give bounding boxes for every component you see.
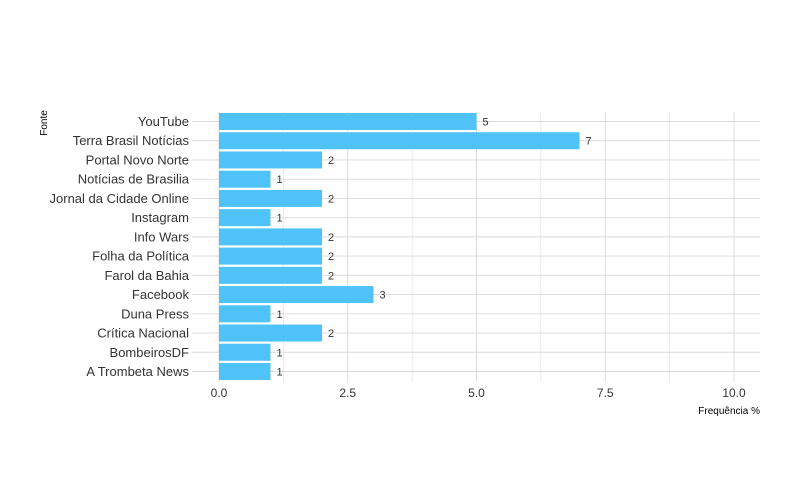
bar-value-label: 2 [328, 232, 334, 244]
y-tick-label: Folha da Política [92, 249, 190, 264]
bar [219, 286, 374, 304]
y-tick-label: Duna Press [121, 306, 189, 321]
bar-value-label: 2 [328, 193, 334, 205]
bar [219, 228, 322, 246]
bar [219, 151, 322, 169]
y-axis-title: Fonte [39, 110, 50, 136]
bar [219, 266, 322, 284]
y-tick-label: BombeirosDF [110, 345, 190, 360]
x-tick-label: 2.5 [339, 386, 356, 400]
x-tick-label: 7.5 [597, 386, 614, 400]
y-tick-label: Notícias de Brasilia [78, 172, 190, 187]
bar-value-label: 1 [277, 213, 283, 225]
bar-value-label: 1 [277, 366, 283, 378]
bar [219, 247, 322, 265]
bar-value-label: 2 [328, 270, 334, 282]
y-tick-label: Crítica Nacional [97, 326, 189, 341]
y-tick-label: Farol da Bahia [104, 268, 189, 283]
bar [219, 132, 580, 150]
y-tick-label: Portal Novo Norte [86, 152, 189, 167]
y-tick-label: Instagram [131, 210, 189, 225]
bar-value-label: 1 [277, 174, 283, 186]
bar [219, 189, 322, 207]
y-tick-label: YouTube [138, 114, 189, 129]
bars [219, 113, 580, 380]
bar [219, 305, 271, 323]
bar-value-label: 2 [328, 328, 334, 340]
bar-value-label: 1 [277, 309, 283, 321]
bar-value-label: 1 [277, 347, 283, 359]
bar-value-label: 7 [586, 136, 592, 148]
bar [219, 324, 322, 342]
y-tick-label: A Trombeta News [86, 364, 189, 379]
data-labels: 5 7 2 1 2 1 2 2 2 3 1 2 1 1 [277, 117, 592, 379]
y-tick-label: Jornal da Cidade Online [50, 191, 189, 206]
x-tick-label: 5.0 [468, 386, 485, 400]
x-tick-label: 10.0 [722, 386, 746, 400]
x-tick-label: 0.0 [211, 386, 228, 400]
bar [219, 209, 271, 227]
bar [219, 362, 271, 380]
bar [219, 170, 271, 188]
x-axis-tick-labels: 0.0 2.5 5.0 7.5 10.0 [211, 386, 746, 400]
y-axis-tick-labels: YouTube Terra Brasil Notícias Portal Novo … [50, 114, 190, 379]
bar [219, 113, 477, 130]
bar-value-label: 3 [380, 290, 386, 302]
y-tick-label: Terra Brasil Notícias [73, 133, 190, 148]
bar-value-label: 2 [328, 155, 334, 167]
y-tick-label: Facebook [132, 287, 190, 302]
y-tick-label: Info Wars [134, 229, 190, 244]
bar-value-label: 5 [483, 117, 489, 129]
bar-value-label: 2 [328, 251, 334, 263]
x-axis-title: Frequência % [698, 406, 760, 417]
bar [219, 343, 271, 361]
